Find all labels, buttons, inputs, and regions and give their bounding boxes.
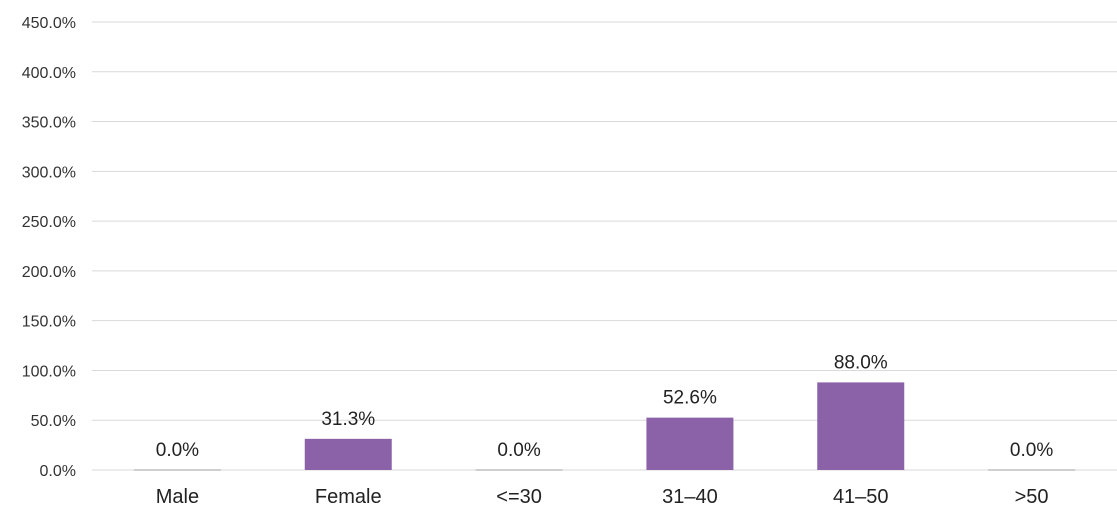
- bar: [304, 438, 392, 470]
- y-tick-label: 250.0%: [22, 214, 76, 231]
- data-label: 31.3%: [321, 409, 375, 430]
- gridlines: [92, 21, 1117, 471]
- x-tick-label: Male: [156, 486, 199, 508]
- x-axis-tick-labels: Male Female <=30 31–40 41–50 >50: [156, 486, 1049, 508]
- bar: [646, 417, 734, 470]
- y-tick-label: 150.0%: [22, 314, 76, 331]
- y-tick-label: 450.0%: [22, 15, 76, 32]
- y-axis-tick-labels: 0.0% 50.0% 100.0% 150.0% 200.0% 250.0% 300.0% 3…: [22, 15, 76, 480]
- bar: [817, 382, 905, 470]
- bars: [133, 382, 1076, 471]
- y-tick-label: 300.0%: [22, 164, 76, 181]
- y-tick-label: 200.0%: [22, 264, 76, 281]
- data-label: 0.0%: [1010, 440, 1053, 461]
- x-tick-label: 31–40: [662, 486, 718, 508]
- y-tick-label: 100.0%: [22, 363, 76, 380]
- y-tick-label: 50.0%: [31, 413, 76, 430]
- data-labels: 0.0% 31.3% 0.0% 52.6% 88.0% 0.0%: [156, 352, 1054, 461]
- data-label: 88.0%: [834, 352, 888, 373]
- data-label: 0.0%: [497, 440, 540, 461]
- x-tick-label: Female: [315, 486, 382, 508]
- data-label: 52.6%: [663, 388, 717, 409]
- x-tick-label: >50: [1015, 486, 1049, 508]
- data-label: 0.0%: [156, 440, 199, 461]
- y-tick-label: 400.0%: [22, 65, 76, 82]
- y-tick-label: 0.0%: [40, 463, 76, 480]
- x-tick-label: <=30: [496, 486, 542, 508]
- y-tick-label: 350.0%: [22, 115, 76, 132]
- x-tick-label: 41–50: [833, 486, 889, 508]
